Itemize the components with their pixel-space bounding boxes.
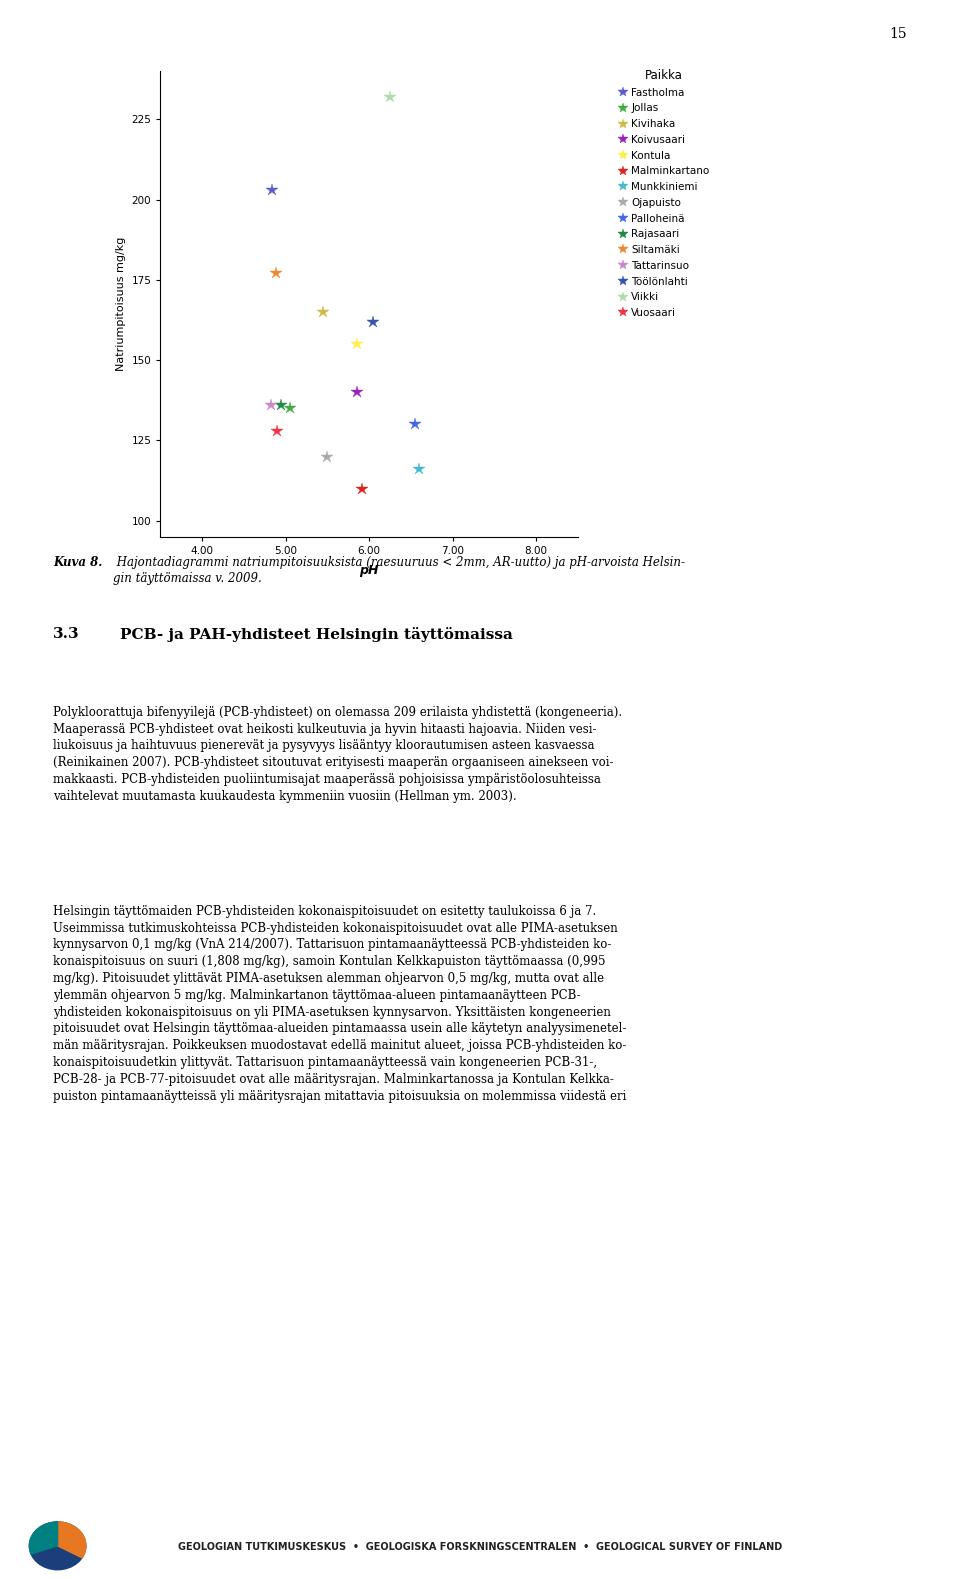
Text: Polykloorattuja bifenyyilejä (PCB-yhdisteet) on olemassa 209 erilaista yhdistett: Polykloorattuja bifenyyilejä (PCB-yhdist… [53,706,622,802]
Y-axis label: Natriumpitoisuus mg/kg: Natriumpitoisuus mg/kg [116,237,126,371]
Text: 3.3: 3.3 [53,627,80,641]
Wedge shape [58,1522,85,1558]
Circle shape [30,1522,85,1570]
Text: Hajontadiagrammi natriumpitoisuuksista (raesuuruus < 2mm, AR-uutto) ja pH-arvois: Hajontadiagrammi natriumpitoisuuksista (… [113,556,685,586]
Text: GEOLOGIAN TUTKIMUSKESKUS  •  GEOLOGISKA FORSKNINGSCENTRALEN  •  GEOLOGICAL SURVE: GEOLOGIAN TUTKIMUSKESKUS • GEOLOGISKA FO… [178,1543,782,1552]
Legend: Fastholma, Jollas, Kivihaka, Koivusaari, Kontula, Malminkartano, Munkkiniemi, Oj: Fastholma, Jollas, Kivihaka, Koivusaari,… [616,66,711,321]
Text: Kuva 8.: Kuva 8. [53,556,102,568]
X-axis label: pH: pH [359,564,379,578]
Wedge shape [30,1522,58,1554]
Text: PCB- ja PAH-yhdisteet Helsingin täyttömaissa: PCB- ja PAH-yhdisteet Helsingin täyttöma… [120,627,513,641]
Text: Helsingin täyttömaiden PCB-yhdisteiden kokonaispitoisuudet on esitetty taulukois: Helsingin täyttömaiden PCB-yhdisteiden k… [53,905,626,1102]
Text: 15: 15 [890,27,907,41]
